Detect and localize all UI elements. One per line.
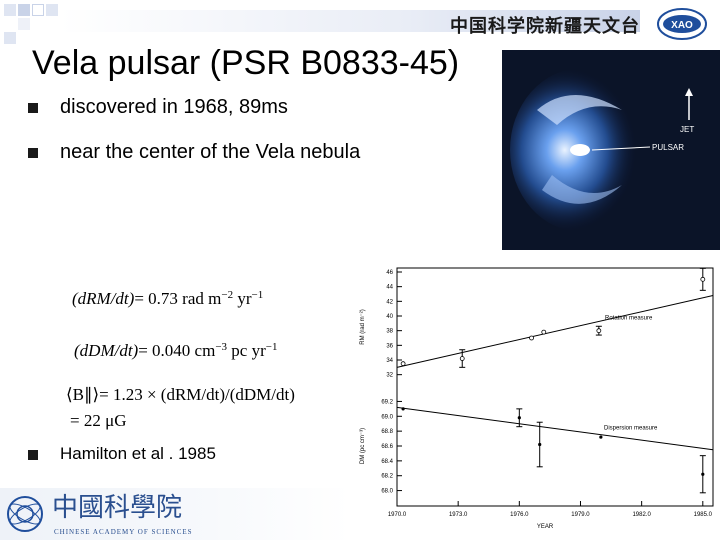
formula-1-rhs: = 0.73 rad m xyxy=(134,289,221,308)
y-tick-label: 46 xyxy=(386,270,393,276)
y-tick-label: 68.6 xyxy=(381,444,393,450)
formula-1: (dRM/dt)= 0.73 rad m−2 yr−1 xyxy=(72,289,263,308)
slide-title: Vela pulsar (PSR B0833-45) xyxy=(32,44,460,82)
y-tick-label: 36 xyxy=(386,343,393,349)
data-point xyxy=(596,328,602,334)
data-point xyxy=(401,407,405,411)
data-point xyxy=(700,276,706,282)
x-tick-label: 1973.0 xyxy=(449,512,468,518)
data-point xyxy=(529,335,534,341)
org-name: 中国科学院新疆天文台 xyxy=(450,16,640,37)
bullet-text: Hamilton et al . 1985 xyxy=(60,444,216,463)
decor-square xyxy=(18,4,30,16)
x-tick-label: 1982.0 xyxy=(632,512,651,518)
bullet-marker xyxy=(28,103,38,113)
data-point xyxy=(701,472,705,476)
y-tick-label: 34 xyxy=(386,358,393,364)
y-tick-label: 69.2 xyxy=(381,399,393,405)
x-tick-label: 1979.0 xyxy=(571,512,590,518)
cas-name-cn: 中國科學院 xyxy=(52,493,182,523)
bullet-text: near the center of the Vela nebula xyxy=(60,141,361,163)
y-axis-label: RM (rad m⁻²) xyxy=(360,309,366,345)
y-tick-label: 38 xyxy=(386,329,393,335)
decor-square xyxy=(18,18,30,30)
cas-footer: 中國科學院 CHINESE ACADEMY OF SCIENCES xyxy=(0,488,350,540)
formula-block: (dRM/dt)= 0.73 rad m−2 yr−1 (dDM/dt)= 0.… xyxy=(66,289,295,430)
xao-logo-text: XAO xyxy=(671,20,693,31)
fit-line xyxy=(396,406,714,451)
formula-2-rhs2: pc yr xyxy=(227,341,266,360)
xao-logo: XAO xyxy=(657,8,707,40)
y-tick-label: 68.0 xyxy=(381,489,393,495)
rm-dm-chart: 1970.0 1973.0 1976.0 1979.0 1982.0 1985.0 YEAR… xyxy=(350,262,720,540)
pulsar-label: PULSAR xyxy=(652,143,684,152)
formula-1-rhs2: yr xyxy=(233,289,252,308)
cas-logo: 中國科學院 CHINESE ACADEMY OF SCIENCES xyxy=(7,493,193,536)
data-point xyxy=(599,435,603,439)
x-tick-label: 1970.0 xyxy=(388,512,407,518)
plot-frame xyxy=(396,267,714,507)
bullet-marker xyxy=(28,148,38,158)
data-point xyxy=(459,356,465,361)
formula-2-exp1: −3 xyxy=(215,341,227,353)
data-point xyxy=(517,416,521,420)
y-tick-label: 69.0 xyxy=(381,414,393,420)
x-axis-label: YEAR xyxy=(537,524,554,530)
bullet-text: discovered in 1968, 89ms xyxy=(60,96,288,118)
y-axis-label: DM (pc cm⁻³) xyxy=(360,428,366,464)
data-point xyxy=(538,442,542,447)
series-label: Rotation measure xyxy=(605,316,653,322)
formula-2: (dDM/dt)= 0.040 cm−3 pc yr−1 xyxy=(74,341,277,360)
formula-1-exp2: −1 xyxy=(252,289,264,301)
series-label: Dispersion measure xyxy=(604,426,658,432)
formula-2-rhs: = 0.040 cm xyxy=(138,341,215,360)
header-bar xyxy=(60,10,640,32)
formula-1-exp1: −2 xyxy=(221,289,233,301)
y-tick-label: 44 xyxy=(386,285,393,291)
x-tick-label: 1976.0 xyxy=(510,512,529,518)
y-tick-label: 32 xyxy=(386,373,393,379)
decor-square xyxy=(46,4,58,16)
formula-1-lhs: (dRM/dt) xyxy=(72,289,135,308)
y-tick-label: 68.8 xyxy=(381,429,393,435)
formula-2-lhs: (dDM/dt) xyxy=(74,341,139,360)
data-point xyxy=(400,361,406,367)
formula-4: = 22 μG xyxy=(70,411,126,430)
formula-2-exp2: −1 xyxy=(266,341,278,353)
fit-line xyxy=(396,294,714,368)
cas-name-en: CHINESE ACADEMY OF SCIENCES xyxy=(54,528,193,536)
bullet-marker xyxy=(28,450,38,460)
decor-square xyxy=(32,4,44,16)
x-tick-label: 1985.0 xyxy=(694,512,713,518)
vela-pulsar-image: JET PULSAR xyxy=(502,50,720,250)
data-point xyxy=(541,329,547,335)
y-tick-label: 68.4 xyxy=(381,459,393,465)
y-tick-label: 40 xyxy=(386,314,393,320)
decor-square xyxy=(4,4,16,16)
jet-label: JET xyxy=(680,125,694,134)
y-tick-label: 42 xyxy=(386,299,393,305)
y-tick-label: 68.2 xyxy=(381,474,393,480)
decor-square xyxy=(4,32,16,44)
formula-3: ⟨B∥⟩= 1.23 × (dRM/dt)/(dDM/dt) xyxy=(66,385,295,404)
